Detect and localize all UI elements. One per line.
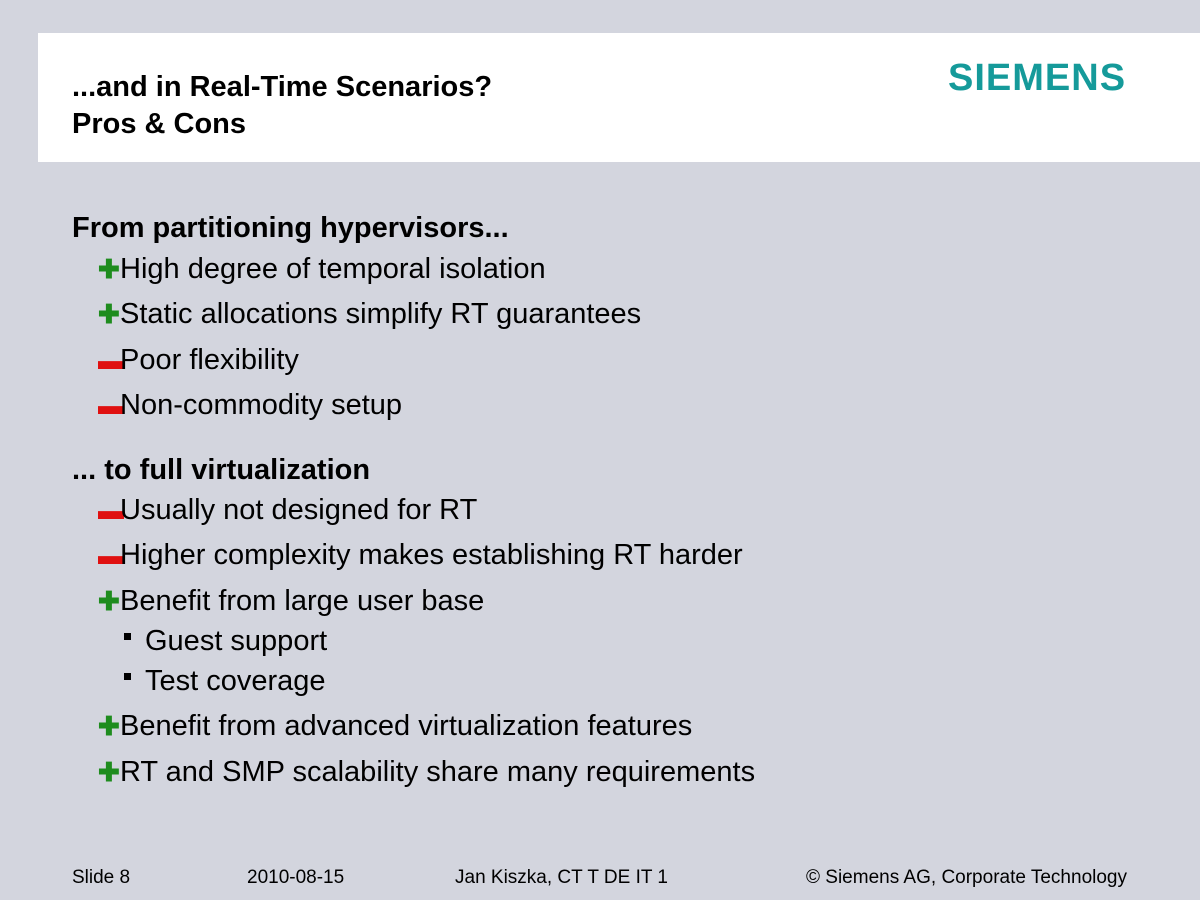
item-text: Test coverage (145, 665, 326, 697)
item-text: Poor flexibility (120, 344, 299, 376)
sub-item: Test coverage (124, 665, 326, 698)
minus-icon: ▬ (98, 540, 124, 570)
minus-icon: ▬ (98, 495, 124, 525)
plus-icon: ✚ (98, 711, 120, 741)
item-text: RT and SMP scalability share many requir… (120, 756, 756, 788)
item-text: Non-commodity setup (120, 389, 403, 421)
slide-header: ...and in Real-Time Scenarios? Pros & Co… (38, 33, 1200, 162)
section-heading: ... to full virtualization (72, 454, 371, 486)
item-text: High degree of temporal isolation (120, 253, 546, 285)
title-line-1: ...and in Real-Time Scenarios? (72, 71, 493, 103)
list-item: ▬ Higher complexity makes establishing RT… (98, 539, 743, 572)
list-item: ✚ RT and SMP scalability share many requi… (98, 756, 755, 789)
item-text: Static allocations simplify RT guarantee… (120, 298, 642, 330)
item-text: Higher complexity makes establishing RT … (120, 539, 743, 571)
section-heading: From partitioning hypervisors... (72, 212, 509, 244)
slide-number: Slide 8 (72, 867, 131, 888)
square-bullet-icon (124, 672, 131, 680)
title-line-2: Pros & Cons (72, 108, 247, 140)
minus-icon: ▬ (98, 345, 124, 375)
plus-icon: ✚ (98, 254, 120, 284)
item-text: Usually not designed for RT (120, 494, 478, 526)
item-text: Guest support (145, 625, 328, 657)
list-item: ▬ Usually not designed for RT (98, 494, 477, 527)
list-item: ▬ Non-commodity setup (98, 389, 402, 422)
list-item: ✚ Benefit from advanced virtualization fe… (98, 710, 692, 743)
siemens-logo: SIEMENS (948, 57, 1127, 99)
list-item: ✚ High degree of temporal isolation (98, 253, 546, 286)
list-item: ▬ Poor flexibility (98, 344, 299, 377)
sub-item: Guest support (124, 625, 327, 658)
plus-icon: ✚ (98, 299, 120, 329)
copyright: © Siemens AG, Corporate Technology (806, 867, 1127, 888)
plus-icon: ✚ (98, 757, 120, 787)
slide-date: 2010-08-15 (247, 867, 345, 888)
slide-title: ...and in Real-Time Scenarios? Pros & Co… (72, 69, 492, 143)
square-bullet-icon (124, 632, 131, 640)
list-item: ✚ Benefit from large user base (98, 585, 484, 618)
list-item: ✚ Static allocations simplify RT guarante… (98, 298, 641, 331)
slide-author: Jan Kiszka, CT T DE IT 1 (455, 867, 668, 888)
item-text: Benefit from advanced virtualization fea… (120, 710, 693, 742)
plus-icon: ✚ (98, 586, 120, 616)
minus-icon: ▬ (98, 390, 124, 420)
item-text: Benefit from large user base (120, 585, 485, 617)
